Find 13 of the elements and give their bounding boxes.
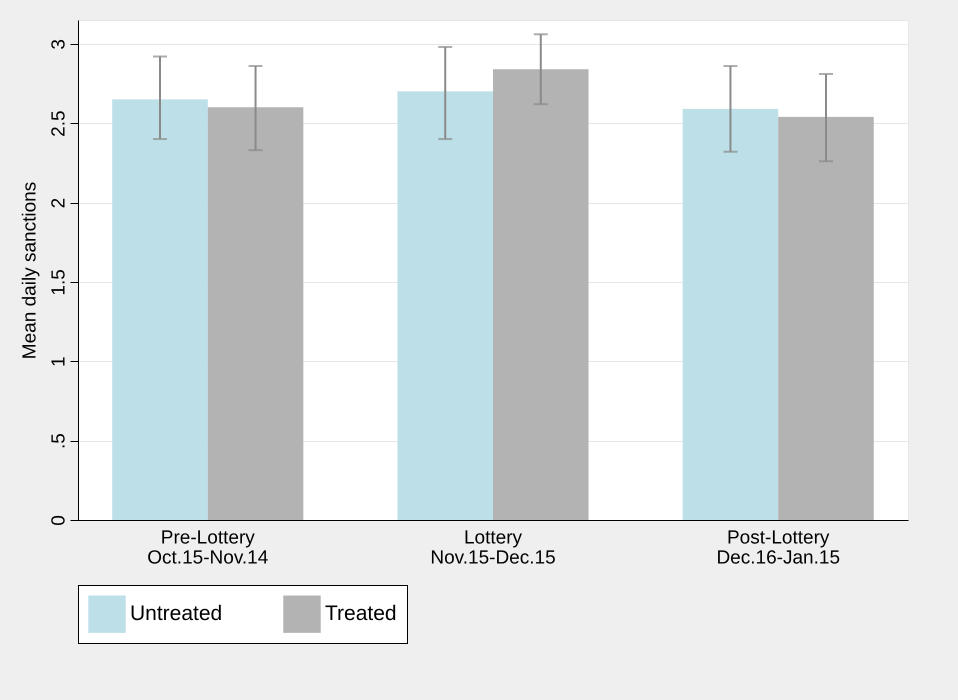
- y-tick-label: 1.5: [48, 269, 70, 296]
- y-tick-label: 0: [48, 515, 70, 526]
- y-tick-label: .5: [48, 433, 70, 450]
- x-tick-label: Pre-Lottery Oct.15-Nov.14: [147, 528, 269, 568]
- y-axis-title: Mean daily sanctions: [20, 182, 40, 360]
- y-tick-label: 2.5: [48, 110, 70, 137]
- x-tick-label: Post-Lottery Dec.16-Jan.15: [716, 528, 840, 568]
- y-tick-label: 1: [48, 356, 70, 368]
- legend-label: Untreated: [130, 602, 222, 626]
- y-tick-label: 2: [48, 198, 70, 208]
- x-tick-label: Lottery Nov.15-Dec.15: [430, 528, 556, 568]
- legend-label: Treated: [325, 602, 397, 626]
- y-tick-label: 3: [48, 39, 70, 50]
